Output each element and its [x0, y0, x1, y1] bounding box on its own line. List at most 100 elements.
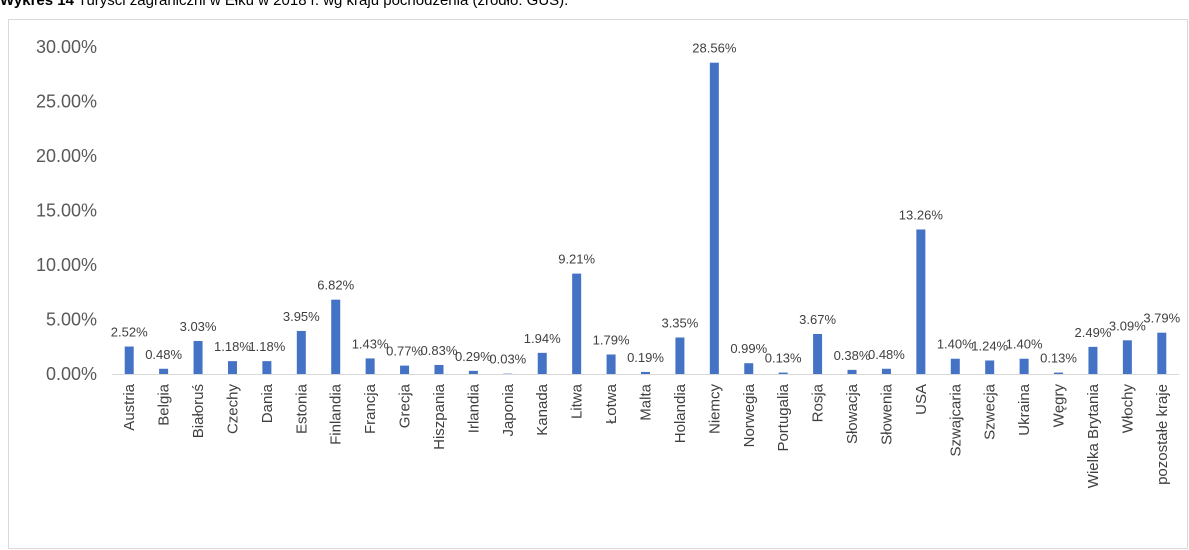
- data-label: 0.29%: [455, 349, 492, 364]
- x-tick-label: Japonia: [500, 383, 517, 436]
- x-tick-label: Norwegia: [741, 383, 758, 447]
- x-tick-label: Estonia: [293, 383, 310, 434]
- x-tick-label: Słowenia: [878, 383, 895, 445]
- data-label: 3.95%: [283, 309, 320, 324]
- x-tick-label: Wielka Brytania: [1085, 383, 1102, 488]
- x-tick-label: Słowacja: [844, 383, 861, 444]
- x-tick-label: Irlandia: [465, 383, 482, 433]
- data-label: 3.79%: [1143, 311, 1180, 326]
- x-tick-label: Holandia: [672, 383, 689, 443]
- x-tick-label: Rosja: [810, 383, 827, 422]
- x-tick-label: Kanada: [534, 383, 551, 435]
- bar: [400, 365, 410, 374]
- data-label: 1.43%: [352, 336, 389, 351]
- bar: [537, 352, 547, 374]
- bar: [675, 337, 685, 374]
- bar: [641, 371, 650, 374]
- x-tick-label: Białoruś: [190, 384, 207, 438]
- caption-text: Turyści zagraniczni w Ełku w 2018 r. wg …: [73, 0, 569, 9]
- chart-frame: 0.00% 5.00% 10.00% 15.00% 20.00% 25.00% 30.00%…: [8, 19, 1188, 549]
- bar: [227, 361, 237, 374]
- data-label: 2.52%: [111, 325, 148, 340]
- x-tick-label: Niemcy: [706, 384, 723, 435]
- data-label: 1.40%: [937, 337, 974, 352]
- y-axis: 0.00% 5.00% 10.00% 15.00% 20.00% 25.00% 30.00%: [36, 37, 97, 384]
- bar: [709, 62, 719, 375]
- data-label: 3.03%: [180, 319, 217, 334]
- bar: [124, 346, 134, 374]
- bar: [365, 358, 375, 374]
- bar: [813, 333, 823, 374]
- bar: [1157, 332, 1167, 374]
- data-label: 1.94%: [524, 331, 561, 346]
- x-tick-label: Malta: [638, 383, 655, 420]
- x-tick-label: Szwajcaria: [947, 383, 964, 456]
- data-label: 3.67%: [799, 312, 836, 327]
- data-label: 0.48%: [868, 347, 905, 362]
- data-label: 0.99%: [730, 341, 767, 356]
- data-label: 0.83%: [421, 343, 458, 358]
- caption-number: Wykres 14: [0, 0, 74, 9]
- data-label: 0.13%: [765, 351, 802, 366]
- x-tick-label: USA: [913, 384, 930, 415]
- data-label: 2.49%: [1075, 325, 1112, 340]
- bar: [1019, 358, 1029, 374]
- data-label: 1.18%: [248, 339, 285, 354]
- bar: [985, 360, 995, 374]
- x-tick-label: Austria: [121, 383, 138, 430]
- data-label: 9.21%: [558, 252, 595, 267]
- data-label: 1.40%: [1006, 337, 1043, 352]
- bar: [744, 363, 754, 374]
- bar: [572, 273, 582, 374]
- data-label: 0.19%: [627, 350, 664, 365]
- y-tick-label: 25.00%: [36, 92, 97, 112]
- bar: [1054, 372, 1064, 374]
- x-tick-label: Finlandia: [328, 383, 345, 445]
- chart-caption: Wykres 14 Turyści zagraniczni w Ełku w 2…: [0, 0, 1189, 11]
- bar: [847, 369, 857, 374]
- bar: [296, 330, 306, 374]
- y-tick-label: 10.00%: [36, 255, 97, 275]
- x-tick-label: Czechy: [224, 384, 241, 435]
- y-tick-label: 30.00%: [36, 37, 97, 57]
- x-tick-label: Szwecja: [982, 383, 999, 440]
- bar: [606, 354, 616, 374]
- bar: [331, 299, 341, 374]
- bar-chart: 0.00% 5.00% 10.00% 15.00% 20.00% 25.00% 30.00%…: [36, 37, 1181, 488]
- data-label: 0.38%: [834, 348, 871, 363]
- data-label: 1.79%: [593, 332, 630, 347]
- data-label: 0.13%: [1040, 351, 1077, 366]
- bar: [1122, 340, 1132, 374]
- bar: [468, 370, 478, 374]
- bar: [881, 368, 891, 374]
- data-label: 3.09%: [1109, 318, 1146, 333]
- y-tick-label: 0.00%: [46, 364, 97, 384]
- bar: [916, 229, 926, 374]
- x-tick-label: Węgry: [1051, 384, 1068, 428]
- data-label: 13.26%: [899, 207, 944, 222]
- data-label: 0.77%: [386, 344, 423, 359]
- x-axis: Austria Belgia Białoruś Czechy Dania Estonia F…: [121, 383, 1171, 488]
- data-label: 1.24%: [971, 338, 1008, 353]
- bar: [434, 364, 444, 374]
- bar: [503, 373, 513, 375]
- bar: [159, 368, 169, 374]
- data-label: 3.35%: [661, 315, 698, 330]
- x-tick-label: Grecja: [397, 383, 414, 428]
- x-tick-label: Ukraina: [1016, 383, 1033, 435]
- bar: [950, 358, 960, 374]
- x-tick-label: Litwa: [569, 383, 586, 419]
- x-tick-label: pozostałe kraje: [1154, 384, 1171, 485]
- bar-series: 2.52% 0.48% 3.03% 1.18%1.18% 3.95% 6.82% 1.43%…: [111, 41, 1181, 375]
- bar: [262, 361, 272, 374]
- data-label: 0.48%: [145, 347, 182, 362]
- data-label: 1.18%: [214, 339, 251, 354]
- y-tick-label: 20.00%: [36, 146, 97, 166]
- data-label: 6.82%: [317, 278, 354, 293]
- x-tick-label: Włochy: [1119, 384, 1136, 434]
- y-tick-label: 15.00%: [36, 201, 97, 221]
- y-tick-label: 5.00%: [46, 310, 97, 330]
- data-label: 28.56%: [692, 41, 737, 56]
- x-tick-label: Portugalia: [775, 383, 792, 451]
- bar: [1088, 346, 1098, 374]
